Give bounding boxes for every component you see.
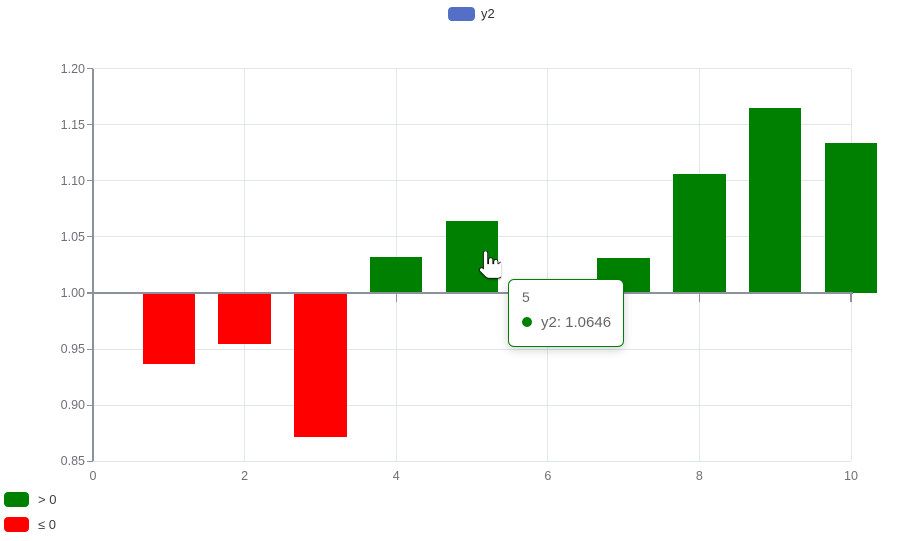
legend-item-negative: ≤ 0	[4, 517, 56, 532]
gridline-vertical	[244, 68, 246, 462]
bar-x4[interactable]	[369, 256, 423, 293]
gridline-horizontal	[93, 180, 851, 182]
y-tick-label: 1.05	[60, 229, 85, 244]
legend-y2-label: y2	[481, 6, 495, 21]
tooltip-value: y2: 1.0646	[541, 313, 612, 331]
tooltip: 5 y2: 1.0646	[508, 279, 624, 347]
y-axis-tick	[87, 180, 93, 182]
y-tick-label: 1.10	[60, 173, 85, 188]
gridline-horizontal	[93, 68, 851, 70]
bar-x1[interactable]	[142, 293, 196, 364]
cursor-pointer-icon	[479, 251, 501, 279]
tooltip-series-dot-icon	[522, 317, 532, 327]
y-tick-label: 0.85	[60, 454, 85, 469]
y-tick-label: 1.00	[60, 286, 85, 300]
x-axis-tick	[395, 293, 397, 302]
tooltip-row: y2: 1.0646	[522, 313, 612, 331]
y-axis-tick	[87, 348, 93, 350]
x-tick-label: 10	[844, 469, 858, 483]
y-axis-line	[92, 68, 94, 462]
gridline-vertical	[547, 68, 549, 462]
y-axis-tick	[87, 124, 93, 126]
legend-positive-swatch-icon	[4, 492, 29, 507]
x-tick-label: 4	[392, 469, 400, 483]
y-tick-label: 0.95	[60, 342, 85, 357]
x-axis-tick	[850, 293, 852, 302]
y-axis-tick	[87, 292, 93, 294]
legend-item-y2[interactable]: y2	[448, 6, 495, 21]
y-axis-tick	[87, 236, 93, 238]
gridline-horizontal	[93, 348, 851, 350]
y-tick-label: 1.20	[60, 61, 85, 76]
bar-x10[interactable]	[824, 142, 878, 293]
legend-negative-swatch-icon	[4, 517, 29, 532]
bar-x9[interactable]	[748, 107, 802, 293]
y-axis-tick	[87, 404, 93, 406]
bar-x3[interactable]	[294, 293, 347, 438]
bar-x2[interactable]	[218, 293, 271, 344]
y-axis-tick	[87, 460, 93, 462]
legend-item-positive: > 0	[4, 492, 56, 507]
legend-positive-label: > 0	[38, 492, 57, 507]
tooltip-title: 5	[522, 289, 530, 305]
y-axis-tick	[87, 68, 93, 70]
y-tick-label: 1.15	[60, 117, 85, 132]
legend-y2-swatch-icon	[448, 6, 475, 21]
gridline-horizontal	[93, 460, 851, 462]
x-tick-label: 2	[241, 469, 249, 483]
gridline-horizontal	[93, 404, 851, 406]
x-tick-label: 8	[695, 469, 703, 483]
bar-x8[interactable]	[673, 173, 726, 293]
y-tick-label: 0.90	[60, 398, 85, 413]
x-axis-tick	[698, 293, 700, 302]
legend-negative-label: ≤ 0	[38, 517, 56, 532]
x-axis-baseline	[93, 291, 853, 295]
x-tick-label: 6	[544, 469, 552, 483]
gridline-horizontal	[93, 124, 851, 126]
bar-x5[interactable]	[445, 220, 499, 293]
x-tick-label: 0	[89, 469, 97, 483]
